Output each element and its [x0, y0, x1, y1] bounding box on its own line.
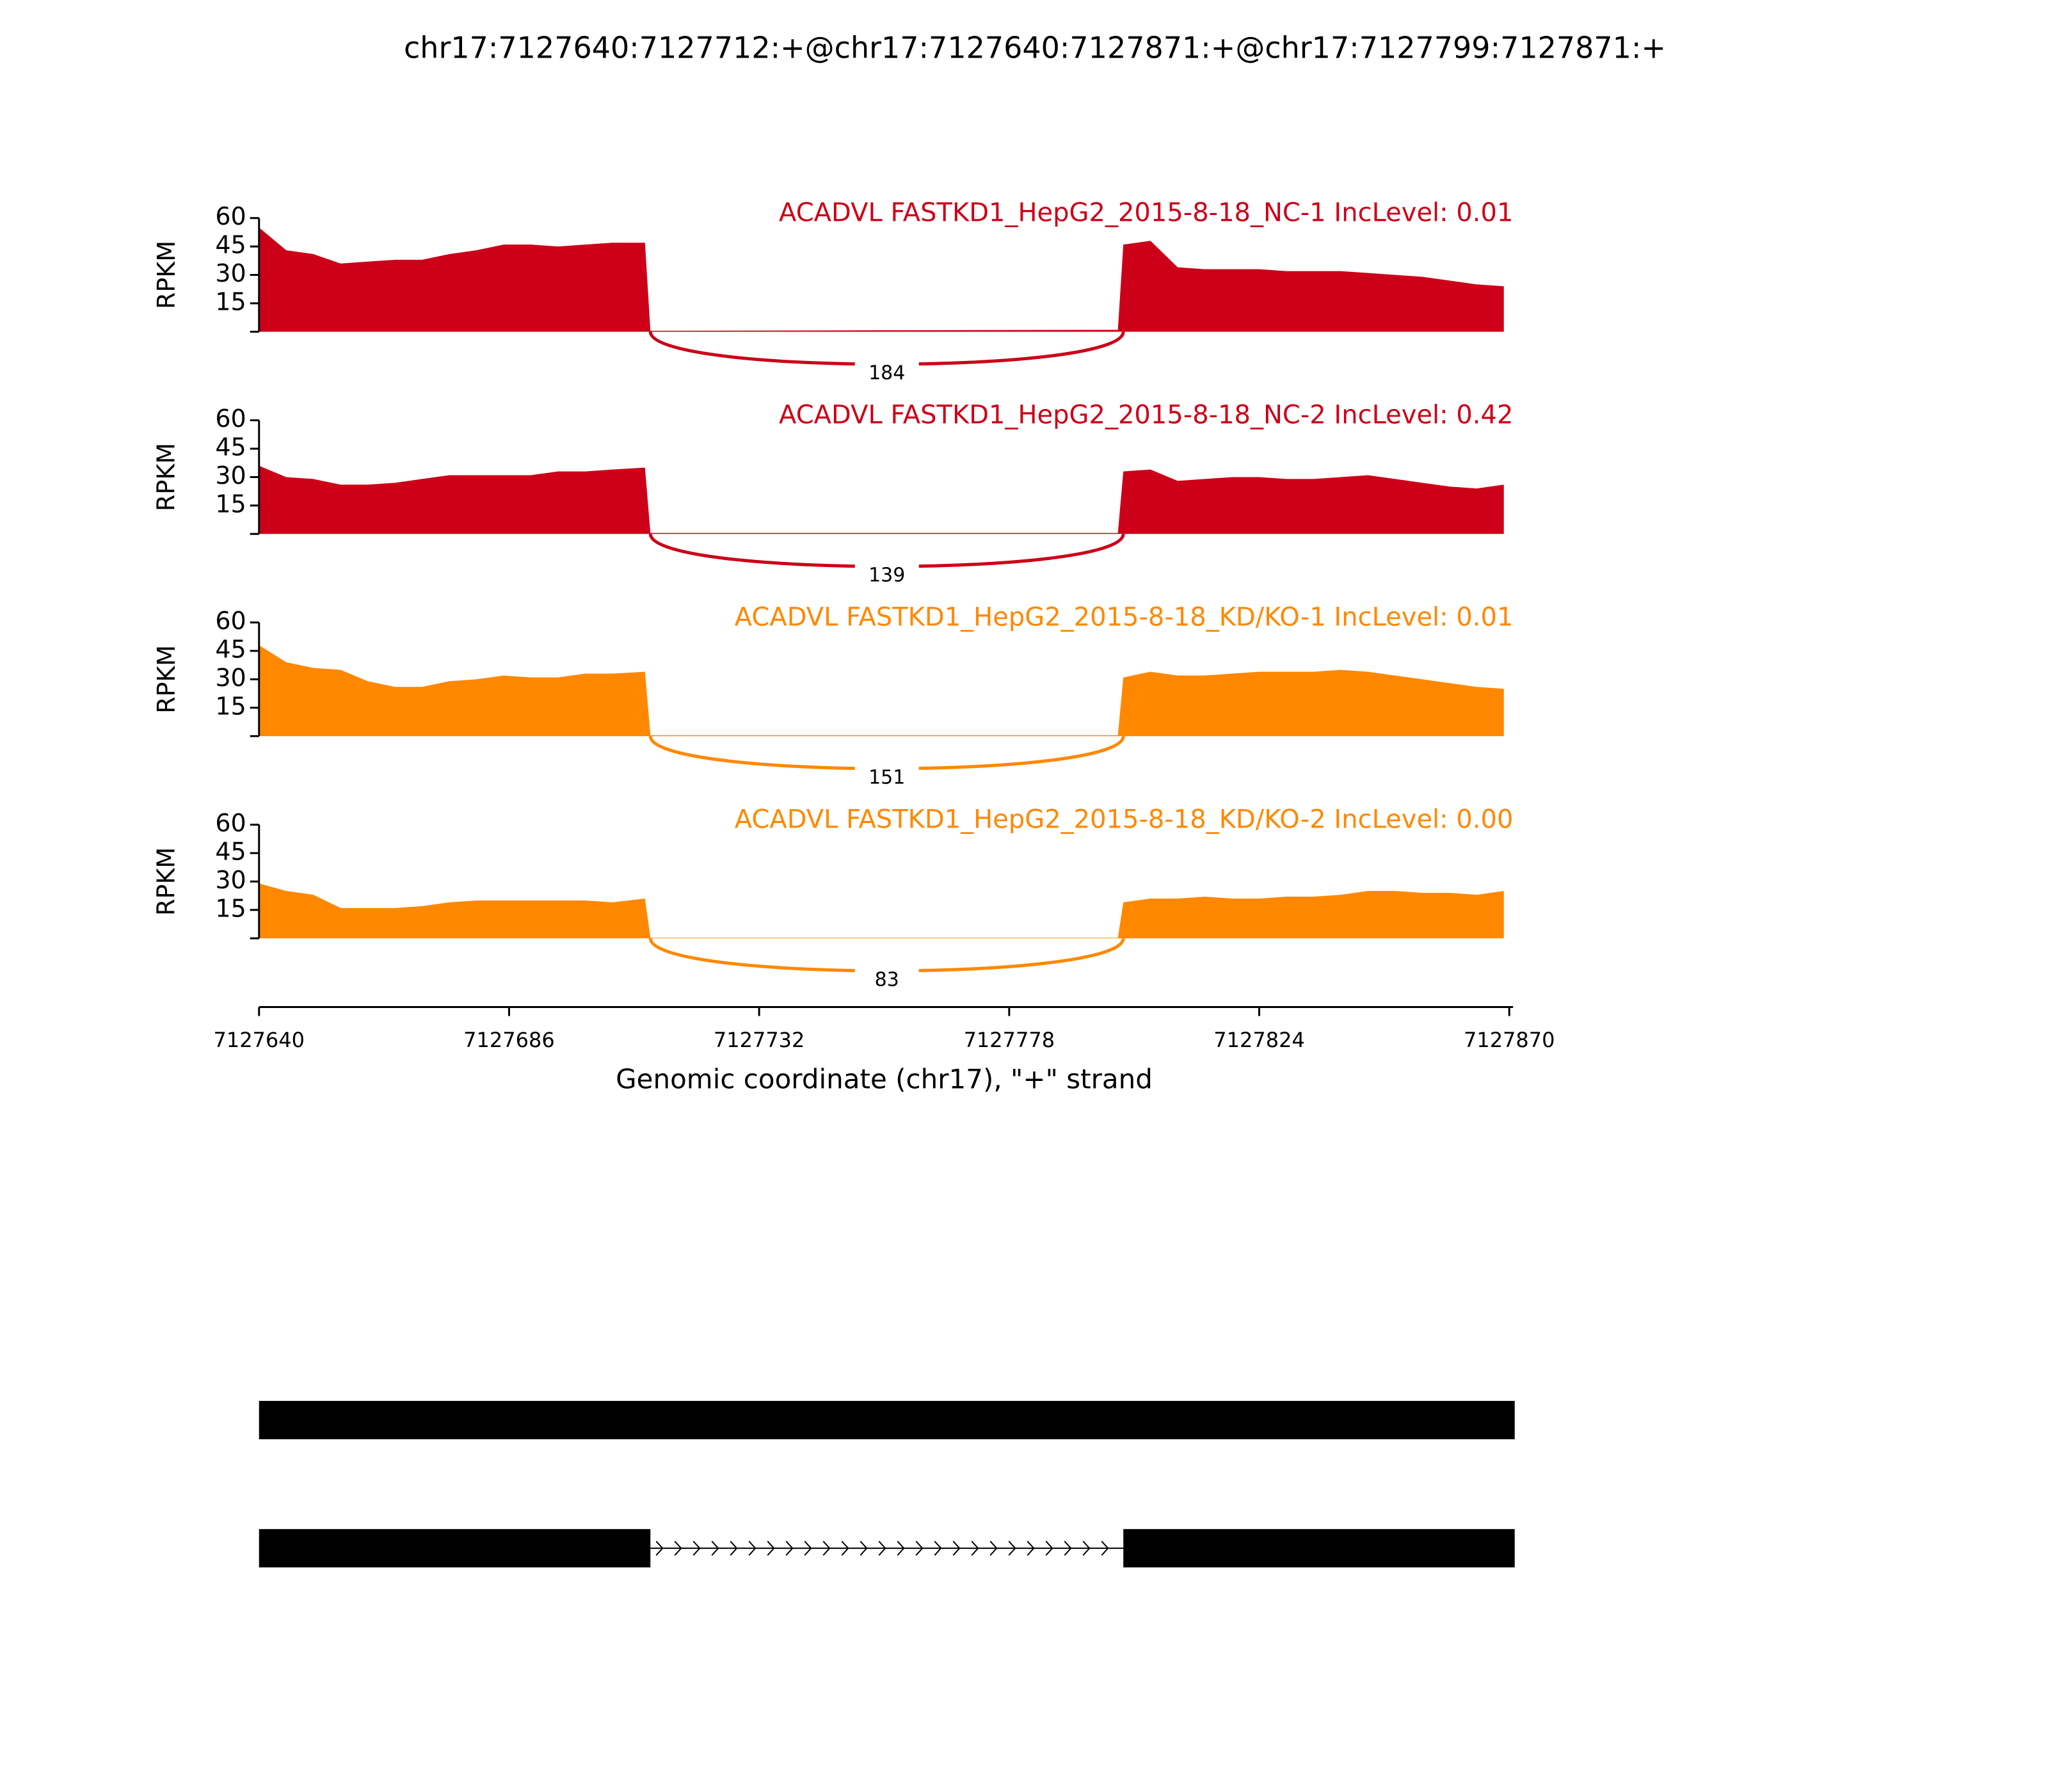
- strand-chevron: [674, 1540, 682, 1556]
- strand-chevron: [804, 1540, 812, 1556]
- x-tick-label: 7127778: [964, 1028, 1055, 1052]
- y-axis-label: RPKM: [152, 241, 180, 309]
- y-tick-label: 30: [215, 664, 246, 692]
- junction-count: 184: [868, 362, 905, 385]
- y-tick-label: 30: [215, 461, 246, 490]
- y-tick-label: 45: [215, 231, 246, 259]
- strand-chevron: [655, 1540, 664, 1556]
- strand-chevron: [1101, 1540, 1109, 1556]
- y-tick-label: 60: [215, 404, 246, 433]
- junction-label-bg: [854, 964, 919, 997]
- strand-chevron: [878, 1540, 886, 1556]
- sample-label: ACADVL FASTKD1_HepG2_2015-8-18_KD/KO-2 I…: [735, 804, 1514, 834]
- strand-chevron: [1008, 1540, 1016, 1556]
- y-tick-label: 45: [215, 837, 246, 865]
- x-tick-label: 7127824: [1213, 1028, 1305, 1052]
- strand-chevron: [822, 1540, 831, 1556]
- x-tick-label: 7127732: [714, 1028, 805, 1052]
- y-tick-label: 45: [215, 433, 246, 461]
- y-tick-label: 15: [215, 490, 246, 518]
- y-tick-label: 30: [215, 866, 246, 894]
- y-tick-label: 15: [215, 692, 246, 720]
- strand-chevron: [841, 1540, 849, 1556]
- y-axis-label: RPKM: [152, 847, 180, 916]
- sample-label: ACADVL FASTKD1_HepG2_2015-8-18_NC-1 IncL…: [779, 198, 1513, 228]
- junction-label-bg: [854, 560, 919, 593]
- coverage-area: [259, 465, 1504, 534]
- y-axis-label: RPKM: [152, 645, 180, 714]
- y-tick-label: 60: [215, 202, 246, 230]
- junction-count: 83: [875, 968, 899, 991]
- y-tick-label: 30: [215, 259, 246, 287]
- y-axis-label: RPKM: [152, 443, 180, 511]
- y-tick-label: 45: [215, 636, 246, 664]
- junction-label-bg: [854, 358, 919, 391]
- y-tick-label: 15: [215, 894, 246, 922]
- exon: [259, 1529, 651, 1568]
- strand-chevron: [860, 1540, 868, 1556]
- strand-chevron: [989, 1540, 998, 1556]
- strand-chevron: [952, 1540, 961, 1556]
- strand-chevron: [1064, 1540, 1072, 1556]
- exon: [259, 1400, 1515, 1439]
- strand-chevron: [915, 1540, 924, 1556]
- sample-label: ACADVL FASTKD1_HepG2_2015-8-18_KD/KO-1 I…: [735, 602, 1514, 632]
- x-axis-label: Genomic coordinate (chr17), "+" strand: [616, 1064, 1153, 1095]
- strand-chevron: [730, 1540, 738, 1556]
- x-tick-label: 7127686: [463, 1028, 555, 1052]
- x-tick-label: 7127870: [1464, 1028, 1555, 1052]
- strand-chevron: [1027, 1540, 1035, 1556]
- exon: [1123, 1529, 1515, 1568]
- junction-label-bg: [854, 762, 919, 795]
- strand-chevron: [934, 1540, 942, 1556]
- x-tick-label: 7127640: [213, 1028, 305, 1052]
- coverage-area: [259, 883, 1504, 939]
- strand-chevron: [897, 1540, 905, 1556]
- strand-chevron: [971, 1540, 979, 1556]
- strand-chevron: [1082, 1540, 1091, 1556]
- sample-label: ACADVL FASTKD1_HepG2_2015-8-18_NC-2 IncL…: [779, 400, 1513, 429]
- strand-chevron: [785, 1540, 794, 1556]
- coverage-area: [259, 645, 1504, 737]
- strand-chevron: [748, 1540, 756, 1556]
- junction-count: 151: [868, 766, 905, 788]
- strand-chevron: [1045, 1540, 1053, 1556]
- y-tick-label: 60: [215, 607, 246, 635]
- strand-chevron: [692, 1540, 701, 1556]
- y-tick-label: 15: [215, 287, 246, 316]
- strand-chevron: [711, 1540, 719, 1556]
- coverage-area: [259, 227, 1504, 332]
- strand-chevron: [767, 1540, 775, 1556]
- y-tick-label: 60: [215, 809, 246, 837]
- junction-count: 139: [868, 564, 905, 586]
- chart-title: chr17:7127640:7127712:+@chr17:7127640:71…: [404, 31, 1666, 65]
